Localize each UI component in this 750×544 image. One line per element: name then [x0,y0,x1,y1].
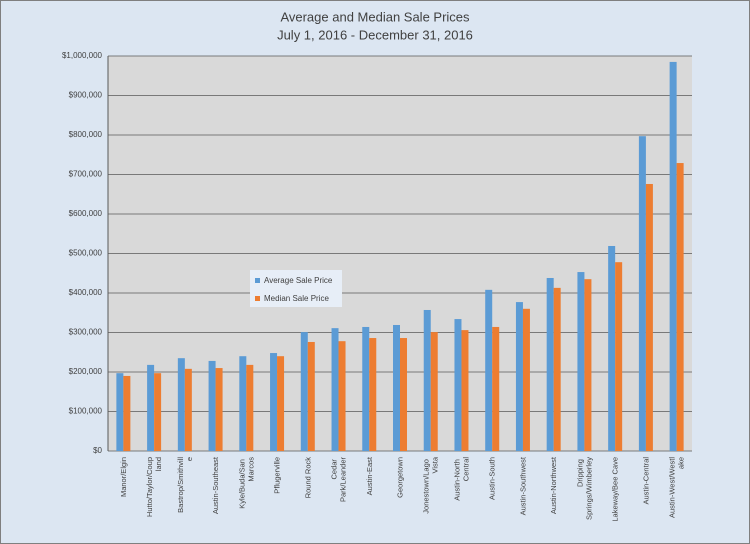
bar [546,277,554,451]
bar [485,289,493,451]
bar [362,326,370,451]
x-tick-label: Bastrop/Smithville [176,457,194,513]
y-tick-label: $100,000 [69,407,103,416]
x-tick-label: Dripping Springs/Wimberley [575,457,593,520]
bar [154,373,162,451]
chart-title: Average and Median Sale Prices [280,9,470,24]
bar [246,364,254,451]
legend-label: Median Sale Price [264,294,329,303]
bar [400,338,407,451]
x-tick-label: Pflugerville [273,457,282,494]
bar [369,338,377,451]
x-tick-label: Georgetown [396,457,405,498]
x-tick-label: Austin-Southwest [518,456,527,515]
x-tick-label: Austin-Central [641,457,650,505]
legend-label: Average Sale Price [264,276,333,285]
bar [307,341,315,451]
y-tick-label: $300,000 [69,328,103,337]
bar [608,245,616,451]
bar [584,279,592,451]
x-tick-label: Austin-South [488,457,497,500]
x-tick-label: Jonestown/Lago Vista [422,456,440,514]
bar [177,358,185,451]
x-tick-label: Hutto/Taylor/Coupland [145,457,163,517]
legend-swatch [255,278,260,283]
bar [300,332,308,451]
bar [676,163,684,452]
bar [393,324,400,451]
bar [515,302,523,451]
bar [123,375,131,451]
legend-box [250,270,342,307]
x-tick-label: Cedar Park/Leander [330,456,348,502]
bar [454,319,462,451]
bar [645,183,653,452]
x-tick-label: Austin-East [365,456,374,495]
x-tick-label: Kyle/Buda/San Marcos [237,457,255,509]
bar [116,373,124,451]
y-tick-label: $500,000 [69,249,103,258]
bar [492,326,500,451]
legend-swatch [255,296,260,301]
y-tick-label: $1,000,000 [62,51,103,60]
bar [423,309,431,451]
bar [669,61,677,452]
bar [638,136,646,451]
bar [553,287,561,451]
y-tick-label: $200,000 [69,367,103,376]
bar [461,330,469,451]
bar [147,364,155,451]
chart-subtitle: July 1, 2016 - December 31, 2016 [277,27,473,42]
x-tick-label: Round Rock [303,457,312,499]
bar [430,332,438,451]
x-tick-label: Lakeway/Bee Cave [611,457,620,522]
x-tick-label: Austin-North Central [452,457,470,501]
bar [338,341,346,451]
bar [215,368,223,451]
y-tick-label: $700,000 [69,170,103,179]
x-tick-label: Austin-Southeast [211,456,220,514]
x-tick-label: Austin-Northwest [549,456,558,514]
bar [615,262,623,451]
bar [331,328,339,451]
y-tick-label: $600,000 [69,209,103,218]
y-tick-label: $900,000 [69,91,103,100]
bar [522,308,530,451]
x-tick-label: Manor/Elgin [119,457,128,497]
bar [270,353,278,451]
y-tick-label: $0 [93,446,102,455]
x-tick-label: Austin-West/Westlake [668,457,686,518]
bar [577,272,585,451]
bar [208,360,216,451]
y-tick-label: $400,000 [69,288,103,297]
bar [184,368,192,451]
bar [239,356,247,451]
bar [277,356,285,451]
y-tick-label: $800,000 [69,130,103,139]
